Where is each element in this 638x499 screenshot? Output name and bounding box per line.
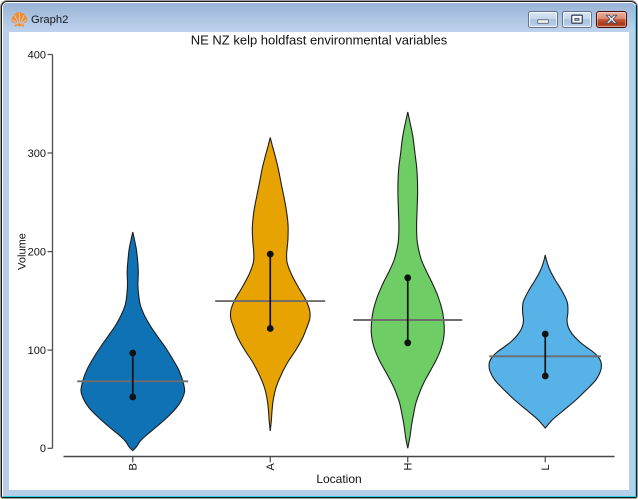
svg-text:NE NZ kelp holdfast environmen: NE NZ kelp holdfast environmental variab… xyxy=(191,33,448,48)
svg-text:Location: Location xyxy=(316,472,361,486)
svg-text:100: 100 xyxy=(28,345,46,357)
svg-text:400: 400 xyxy=(28,49,46,61)
svg-text:H: H xyxy=(403,463,415,471)
svg-text:L: L xyxy=(540,464,552,470)
svg-text:200: 200 xyxy=(28,247,46,259)
svg-text:0: 0 xyxy=(40,443,46,455)
svg-text:A: A xyxy=(265,463,277,471)
svg-text:B: B xyxy=(128,463,140,470)
svg-text:Volume: Volume xyxy=(17,233,29,270)
svg-text:300: 300 xyxy=(28,148,46,160)
